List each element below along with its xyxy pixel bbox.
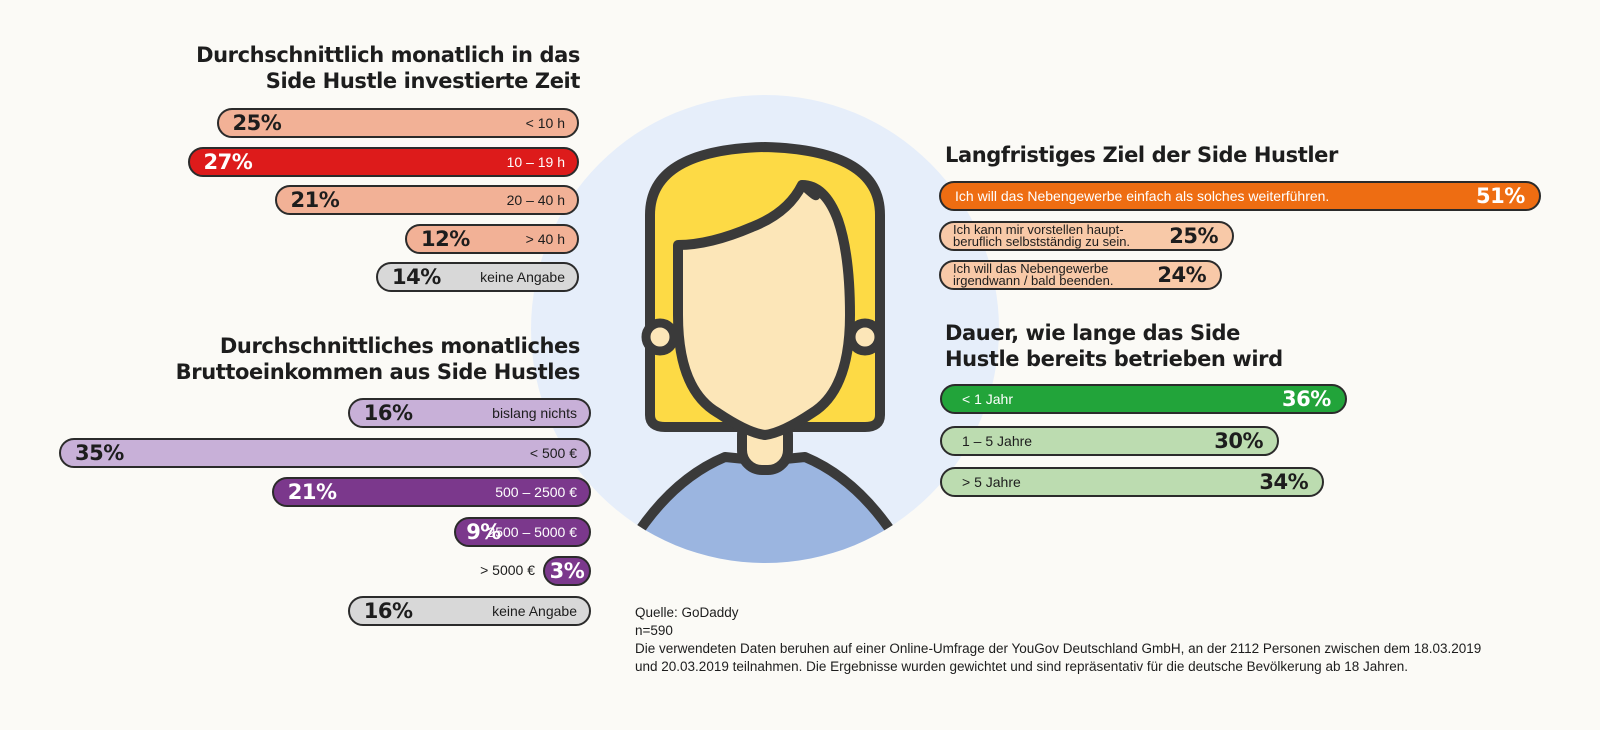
left-ear [641, 318, 679, 356]
person-illustration [531, 95, 999, 563]
source-note: Quelle: GoDaddy n=590 Die verwendeten Da… [635, 604, 1535, 676]
bar-value: 30% [1214, 428, 1263, 453]
bar: 16% bislang nichts [347, 398, 591, 428]
bar-value: 27% [203, 149, 253, 174]
chart-goal-title: Langfristiges Ziel der Side Hustler [945, 143, 1338, 167]
bar-value: 25% [1169, 223, 1218, 248]
bar-category-label: < 500 € [529, 444, 577, 461]
bar: 35% < 500 € [59, 437, 591, 468]
bar: 14% keine Angabe [376, 262, 579, 292]
bar-value: 34% [1259, 470, 1309, 494]
bar-category-label: 20 – 40 h [506, 192, 565, 208]
bar: 9% 2500 – 5000 € [454, 516, 591, 547]
hair-strand [798, 181, 821, 201]
bar-category-label: bislang nichts [492, 405, 577, 421]
bar: 16% keine Angabe [347, 595, 591, 626]
bar-category-label: 2500 – 5000 € [487, 523, 577, 540]
bar-value: 24% [1157, 263, 1207, 287]
bar-category-label: > 5 Jahre [962, 474, 1021, 490]
bar-value: 35% [75, 440, 124, 465]
bar: Ich will das Nebengewerbe irgendwann / b… [939, 260, 1223, 290]
chart-time-title: Durchschnittlich monatlich in das Side H… [196, 43, 580, 93]
bar-value: 12% [421, 226, 470, 251]
bar-category-label: 500 – 2500 € [495, 484, 577, 500]
methodology-line: und 20.03.2019 teilnahmen. Die Ergebniss… [635, 659, 1409, 674]
bar-category-label: > 5000 € [480, 562, 535, 578]
bar-value: 14% [392, 265, 441, 289]
bar: Ich will das Nebengewerbe einfach als so… [939, 181, 1541, 211]
bar-category-label: < 10 h [525, 115, 565, 131]
bar-value: 9% [466, 519, 501, 544]
bar: 3% [543, 556, 591, 586]
bar-category-label: < 1 Jahr [962, 391, 1013, 407]
bar: 21% 500 – 2500 € [271, 477, 591, 507]
bar-category-label: Ich kann mir vorstellen haupt- beruflich… [953, 221, 1131, 249]
bar-category-label: keine Angabe [492, 602, 577, 619]
bar-value: 16% [363, 598, 413, 623]
bar: 27% 10 – 19 h [187, 146, 579, 177]
bar-category-label: 10 – 19 h [506, 153, 565, 170]
chart-income-title: Durchschnittliches monatliches Bruttoein… [175, 334, 581, 384]
bar-value: 25% [232, 111, 282, 135]
bar: Ich kann mir vorstellen haupt- beruflich… [939, 220, 1234, 251]
bar-category-label: > 40 h [525, 230, 565, 247]
bar-category-label: keine Angabe [480, 269, 565, 285]
methodology-line: Die verwendeten Daten beruhen auf einer … [635, 641, 1482, 656]
face [673, 180, 855, 440]
bar-value: 21% [287, 480, 337, 504]
bar-value: 3% [549, 559, 585, 583]
chart-duration-title: Dauer, wie lange das Side Hustle bereits… [945, 321, 1283, 371]
bar: > 5 Jahre 34% [940, 467, 1325, 497]
bar-value: 21% [290, 188, 340, 212]
right-ear [846, 318, 884, 356]
sample-size: n=590 [635, 623, 673, 638]
bar: 1 – 5 Jahre 30% [940, 425, 1279, 456]
bar: 12% > 40 h [405, 223, 579, 254]
bar-category-label: 1 – 5 Jahre [962, 432, 1033, 449]
bar-category-label: Ich will das Nebengewerbe irgendwann / b… [953, 261, 1114, 288]
bar-category-label: Ich will das Nebengewerbe einfach als so… [955, 188, 1330, 204]
bar: < 1 Jahr 36% [940, 384, 1347, 414]
bar: 25% < 10 h [216, 108, 579, 138]
bar: 21% 20 – 40 h [274, 185, 579, 215]
bar-value: 16% [363, 401, 413, 425]
bar-value: 36% [1282, 387, 1331, 411]
source-line: Quelle: GoDaddy [635, 605, 739, 620]
bar-value: 51% [1476, 184, 1525, 208]
